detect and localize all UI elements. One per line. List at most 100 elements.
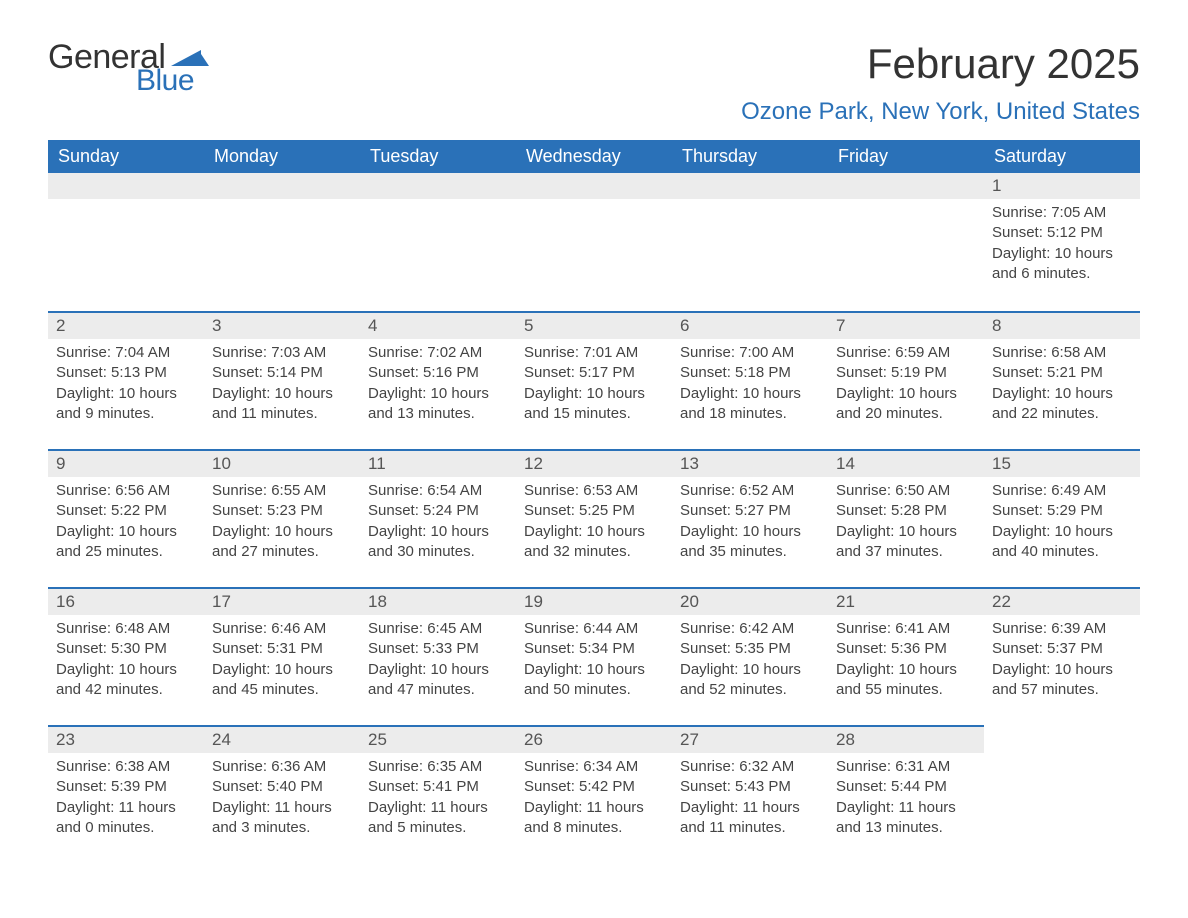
calendar-week-row: 2Sunrise: 7:04 AMSunset: 5:13 PMDaylight… bbox=[48, 311, 1140, 449]
day-number: 14 bbox=[828, 449, 984, 477]
sunrise-text: Sunrise: 7:05 AM bbox=[992, 203, 1132, 223]
sunrise-text: Sunrise: 6:52 AM bbox=[680, 481, 820, 501]
calendar-cell bbox=[516, 173, 672, 311]
daylight-text: Daylight: 10 hours and 11 minutes. bbox=[212, 384, 352, 425]
daylight-text: Daylight: 11 hours and 5 minutes. bbox=[368, 798, 508, 839]
day-details: Sunrise: 6:34 AMSunset: 5:42 PMDaylight:… bbox=[516, 753, 672, 844]
empty-day-bar bbox=[672, 173, 828, 199]
day-details: Sunrise: 6:45 AMSunset: 5:33 PMDaylight:… bbox=[360, 615, 516, 706]
sunset-text: Sunset: 5:39 PM bbox=[56, 777, 196, 797]
sunset-text: Sunset: 5:13 PM bbox=[56, 363, 196, 383]
day-number: 18 bbox=[360, 587, 516, 615]
day-number: 17 bbox=[204, 587, 360, 615]
day-details: Sunrise: 6:35 AMSunset: 5:41 PMDaylight:… bbox=[360, 753, 516, 844]
daylight-text: Daylight: 10 hours and 45 minutes. bbox=[212, 660, 352, 701]
empty-day-bar bbox=[516, 173, 672, 199]
sunset-text: Sunset: 5:34 PM bbox=[524, 639, 664, 659]
sunrise-text: Sunrise: 6:55 AM bbox=[212, 481, 352, 501]
day-number: 16 bbox=[48, 587, 204, 615]
sunset-text: Sunset: 5:24 PM bbox=[368, 501, 508, 521]
day-details: Sunrise: 6:54 AMSunset: 5:24 PMDaylight:… bbox=[360, 477, 516, 568]
calendar-cell: 11Sunrise: 6:54 AMSunset: 5:24 PMDayligh… bbox=[360, 449, 516, 587]
day-number: 3 bbox=[204, 311, 360, 339]
day-number: 11 bbox=[360, 449, 516, 477]
sunrise-text: Sunrise: 7:03 AM bbox=[212, 343, 352, 363]
sunset-text: Sunset: 5:28 PM bbox=[836, 501, 976, 521]
sunrise-text: Sunrise: 7:00 AM bbox=[680, 343, 820, 363]
sunrise-text: Sunrise: 7:01 AM bbox=[524, 343, 664, 363]
calendar-cell: 16Sunrise: 6:48 AMSunset: 5:30 PMDayligh… bbox=[48, 587, 204, 725]
day-number: 23 bbox=[48, 725, 204, 753]
calendar-cell: 20Sunrise: 6:42 AMSunset: 5:35 PMDayligh… bbox=[672, 587, 828, 725]
sunrise-text: Sunrise: 6:50 AM bbox=[836, 481, 976, 501]
day-number: 6 bbox=[672, 311, 828, 339]
calendar-cell: 12Sunrise: 6:53 AMSunset: 5:25 PMDayligh… bbox=[516, 449, 672, 587]
sunset-text: Sunset: 5:29 PM bbox=[992, 501, 1132, 521]
day-number: 25 bbox=[360, 725, 516, 753]
sunrise-text: Sunrise: 6:48 AM bbox=[56, 619, 196, 639]
weekday-header: Sunday bbox=[48, 140, 204, 173]
calendar-cell: 7Sunrise: 6:59 AMSunset: 5:19 PMDaylight… bbox=[828, 311, 984, 449]
daylight-text: Daylight: 10 hours and 15 minutes. bbox=[524, 384, 664, 425]
calendar-cell: 5Sunrise: 7:01 AMSunset: 5:17 PMDaylight… bbox=[516, 311, 672, 449]
calendar-cell: 1Sunrise: 7:05 AMSunset: 5:12 PMDaylight… bbox=[984, 173, 1140, 311]
day-details: Sunrise: 6:44 AMSunset: 5:34 PMDaylight:… bbox=[516, 615, 672, 706]
calendar-cell bbox=[48, 173, 204, 311]
sunrise-text: Sunrise: 6:31 AM bbox=[836, 757, 976, 777]
daylight-text: Daylight: 10 hours and 27 minutes. bbox=[212, 522, 352, 563]
day-number: 1 bbox=[984, 173, 1140, 199]
calendar-cell: 24Sunrise: 6:36 AMSunset: 5:40 PMDayligh… bbox=[204, 725, 360, 863]
calendar-week-row: 16Sunrise: 6:48 AMSunset: 5:30 PMDayligh… bbox=[48, 587, 1140, 725]
daylight-text: Daylight: 10 hours and 13 minutes. bbox=[368, 384, 508, 425]
calendar-cell bbox=[984, 725, 1140, 863]
calendar-cell: 2Sunrise: 7:04 AMSunset: 5:13 PMDaylight… bbox=[48, 311, 204, 449]
calendar-cell: 17Sunrise: 6:46 AMSunset: 5:31 PMDayligh… bbox=[204, 587, 360, 725]
sunset-text: Sunset: 5:12 PM bbox=[992, 223, 1132, 243]
day-number: 21 bbox=[828, 587, 984, 615]
calendar-week-row: 23Sunrise: 6:38 AMSunset: 5:39 PMDayligh… bbox=[48, 725, 1140, 863]
daylight-text: Daylight: 10 hours and 50 minutes. bbox=[524, 660, 664, 701]
sunrise-text: Sunrise: 6:38 AM bbox=[56, 757, 196, 777]
day-number: 4 bbox=[360, 311, 516, 339]
calendar-cell: 14Sunrise: 6:50 AMSunset: 5:28 PMDayligh… bbox=[828, 449, 984, 587]
day-details: Sunrise: 6:32 AMSunset: 5:43 PMDaylight:… bbox=[672, 753, 828, 844]
daylight-text: Daylight: 10 hours and 55 minutes. bbox=[836, 660, 976, 701]
sunrise-text: Sunrise: 6:32 AM bbox=[680, 757, 820, 777]
daylight-text: Daylight: 10 hours and 22 minutes. bbox=[992, 384, 1132, 425]
logo-word-blue: Blue bbox=[136, 66, 209, 96]
daylight-text: Daylight: 10 hours and 57 minutes. bbox=[992, 660, 1132, 701]
weekday-header: Tuesday bbox=[360, 140, 516, 173]
day-number: 26 bbox=[516, 725, 672, 753]
day-number: 12 bbox=[516, 449, 672, 477]
day-details: Sunrise: 6:31 AMSunset: 5:44 PMDaylight:… bbox=[828, 753, 984, 844]
daylight-text: Daylight: 10 hours and 37 minutes. bbox=[836, 522, 976, 563]
sunrise-text: Sunrise: 7:04 AM bbox=[56, 343, 196, 363]
sunset-text: Sunset: 5:44 PM bbox=[836, 777, 976, 797]
calendar-cell: 25Sunrise: 6:35 AMSunset: 5:41 PMDayligh… bbox=[360, 725, 516, 863]
sunrise-text: Sunrise: 7:02 AM bbox=[368, 343, 508, 363]
calendar-cell: 3Sunrise: 7:03 AMSunset: 5:14 PMDaylight… bbox=[204, 311, 360, 449]
sunrise-text: Sunrise: 6:49 AM bbox=[992, 481, 1132, 501]
day-details: Sunrise: 6:50 AMSunset: 5:28 PMDaylight:… bbox=[828, 477, 984, 568]
calendar-cell: 13Sunrise: 6:52 AMSunset: 5:27 PMDayligh… bbox=[672, 449, 828, 587]
daylight-text: Daylight: 10 hours and 40 minutes. bbox=[992, 522, 1132, 563]
day-number: 2 bbox=[48, 311, 204, 339]
daylight-text: Daylight: 11 hours and 0 minutes. bbox=[56, 798, 196, 839]
sunset-text: Sunset: 5:21 PM bbox=[992, 363, 1132, 383]
sunrise-text: Sunrise: 6:59 AM bbox=[836, 343, 976, 363]
sunset-text: Sunset: 5:40 PM bbox=[212, 777, 352, 797]
calendar-week-row: 1Sunrise: 7:05 AMSunset: 5:12 PMDaylight… bbox=[48, 173, 1140, 311]
daylight-text: Daylight: 10 hours and 25 minutes. bbox=[56, 522, 196, 563]
sunrise-text: Sunrise: 6:54 AM bbox=[368, 481, 508, 501]
day-details: Sunrise: 6:46 AMSunset: 5:31 PMDaylight:… bbox=[204, 615, 360, 706]
daylight-text: Daylight: 10 hours and 20 minutes. bbox=[836, 384, 976, 425]
day-details: Sunrise: 7:04 AMSunset: 5:13 PMDaylight:… bbox=[48, 339, 204, 430]
weekday-header-row: SundayMondayTuesdayWednesdayThursdayFrid… bbox=[48, 140, 1140, 173]
calendar-cell: 9Sunrise: 6:56 AMSunset: 5:22 PMDaylight… bbox=[48, 449, 204, 587]
day-number: 28 bbox=[828, 725, 984, 753]
weekday-header: Thursday bbox=[672, 140, 828, 173]
empty-day-bar bbox=[360, 173, 516, 199]
calendar-cell: 4Sunrise: 7:02 AMSunset: 5:16 PMDaylight… bbox=[360, 311, 516, 449]
sunrise-text: Sunrise: 6:39 AM bbox=[992, 619, 1132, 639]
sunrise-text: Sunrise: 6:42 AM bbox=[680, 619, 820, 639]
